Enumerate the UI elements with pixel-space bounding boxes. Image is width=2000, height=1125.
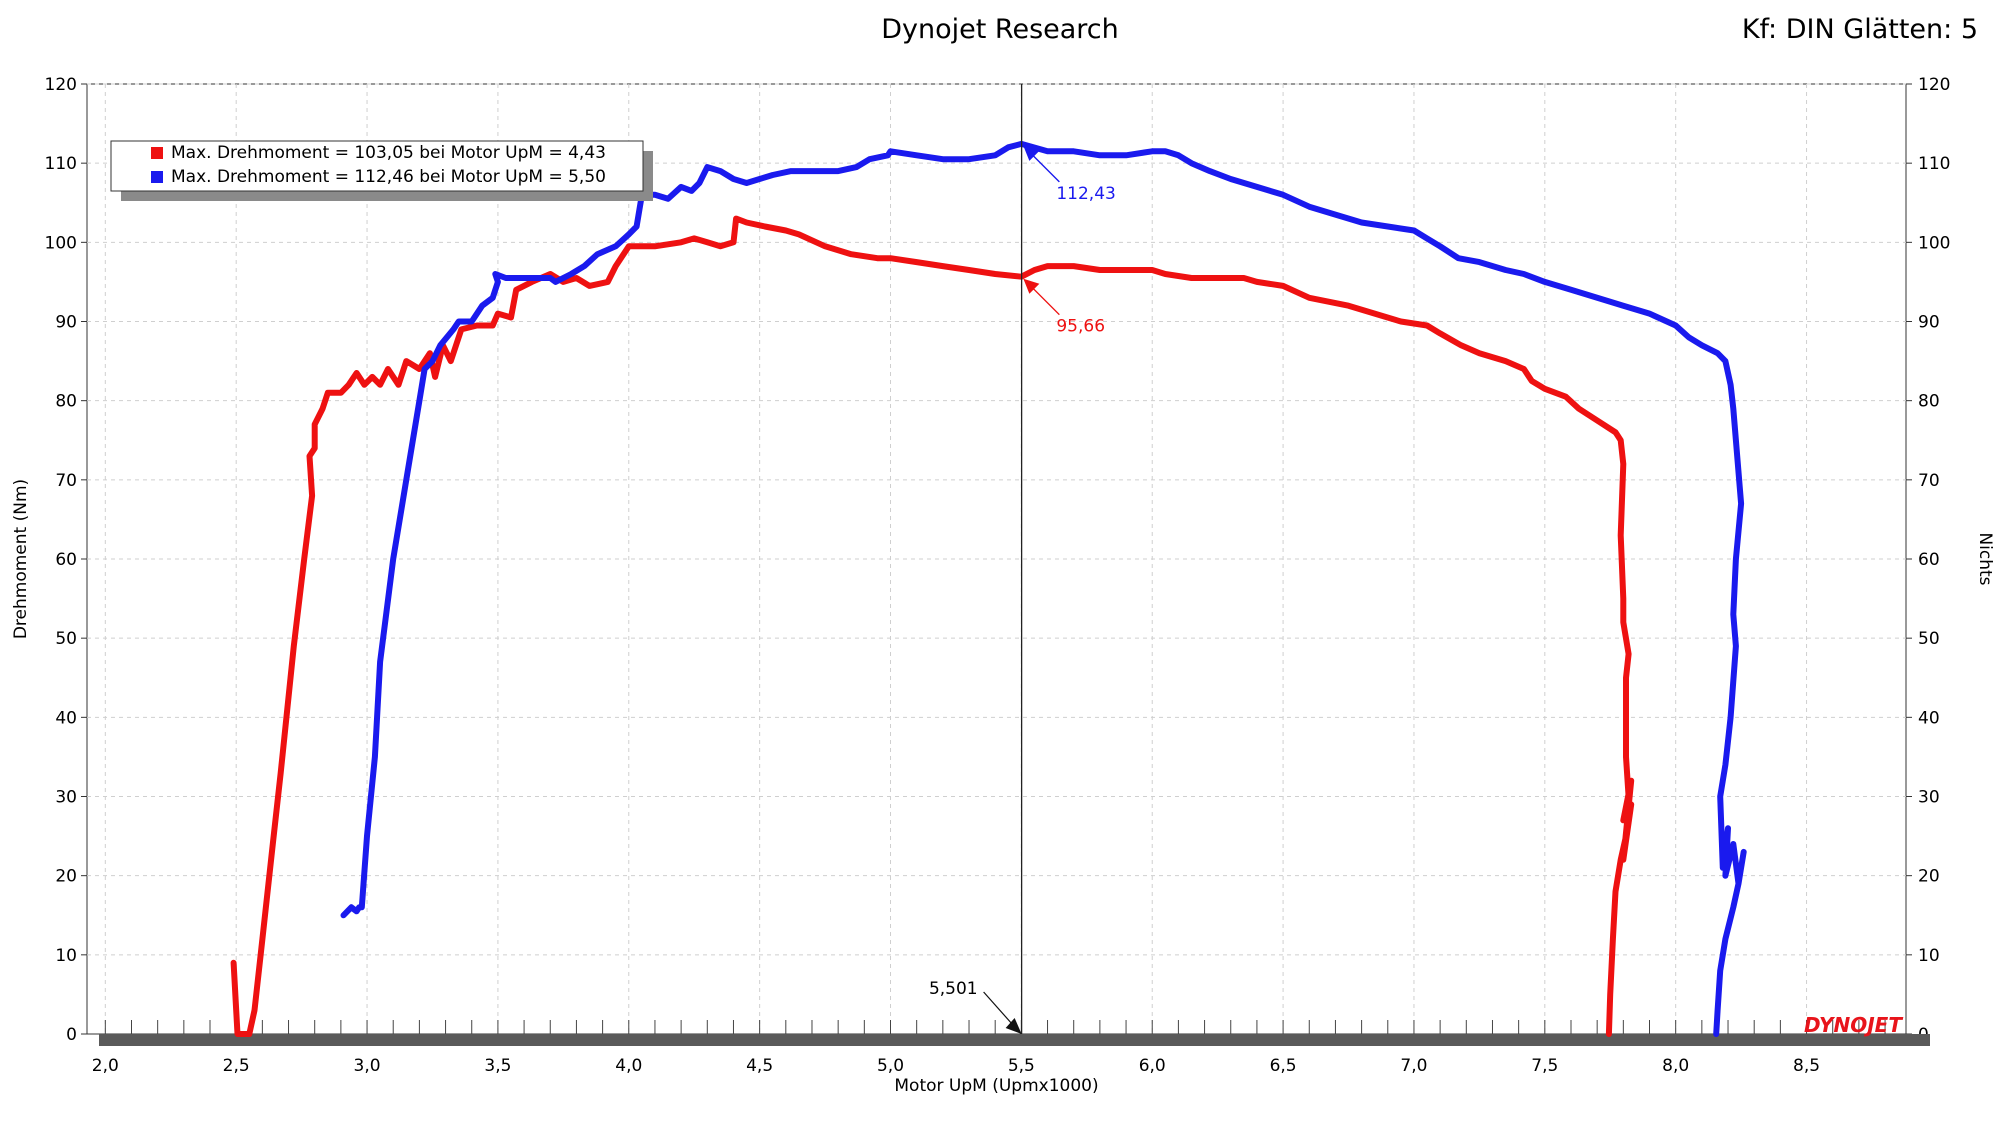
x-tick-label: 8,5 bbox=[1793, 1056, 1820, 1076]
axes: 0010102020303040405050606070708080909010… bbox=[45, 75, 1951, 1076]
dynojet-logo: DYNOJET bbox=[1804, 1013, 1903, 1037]
x-axis-band bbox=[99, 1034, 1930, 1046]
cursor-value-label: 5,501 bbox=[929, 979, 978, 999]
legend-entry: Max. Drehmoment = 112,46 bei Motor UpM =… bbox=[171, 167, 606, 187]
annotation-arrowhead bbox=[1023, 145, 1040, 161]
y2-tick-label: 80 bbox=[1918, 392, 1940, 412]
y-tick-label: 20 bbox=[55, 867, 77, 887]
x-tick-label: 2,0 bbox=[92, 1056, 119, 1076]
x-tick-label: 8,0 bbox=[1662, 1056, 1689, 1076]
x-tick-label: 4,5 bbox=[746, 1056, 773, 1076]
y-axis-label: Drehmoment (Nm) bbox=[11, 479, 31, 639]
y2-tick-label: 10 bbox=[1918, 946, 1940, 966]
x-tick-label: 3,5 bbox=[484, 1056, 511, 1076]
y2-tick-label: 120 bbox=[1918, 75, 1950, 95]
y-tick-label: 100 bbox=[45, 233, 77, 253]
y2-tick-label: 100 bbox=[1918, 233, 1950, 253]
x-tick-label: 5,0 bbox=[877, 1056, 904, 1076]
x-tick-label: 4,0 bbox=[615, 1056, 642, 1076]
y-tick-label: 120 bbox=[45, 75, 77, 95]
series-layer bbox=[230, 140, 1747, 1037]
y2-tick-label: 90 bbox=[1918, 313, 1940, 333]
annotation-layer: 5,501 112,43 95,66 bbox=[929, 84, 1116, 1034]
series-line-0 bbox=[230, 215, 1635, 1037]
annotation-label: 95,66 bbox=[1056, 317, 1105, 337]
x-tick-label: 2,5 bbox=[223, 1056, 250, 1076]
y-tick-label: 70 bbox=[55, 471, 77, 491]
correction-settings: Kf: DIN Glätten: 5 bbox=[1741, 14, 1978, 45]
y-tick-label: 60 bbox=[55, 550, 77, 570]
x-axis-label: Motor UpM (Upmx1000) bbox=[894, 1076, 1098, 1096]
y-tick-label: 0 bbox=[66, 1025, 77, 1045]
y-tick-label: 110 bbox=[45, 154, 77, 174]
legend-entry: Max. Drehmoment = 103,05 bei Motor UpM =… bbox=[171, 143, 606, 163]
x-tick-label: 3,0 bbox=[354, 1056, 381, 1076]
cursor-arrowhead bbox=[1005, 1018, 1022, 1034]
legend: Max. Drehmoment = 103,05 bei Motor UpM =… bbox=[110, 140, 653, 201]
series-line-1 bbox=[340, 140, 1747, 1037]
annotation-label: 112,43 bbox=[1056, 184, 1115, 204]
cursor-pointer bbox=[983, 991, 1017, 1029]
chart-title: Dynojet Research bbox=[881, 14, 1119, 45]
y-tick-label: 80 bbox=[55, 392, 77, 412]
y2-tick-label: 30 bbox=[1918, 788, 1940, 808]
y-tick-label: 10 bbox=[55, 946, 77, 966]
x-tick-label: 7,0 bbox=[1400, 1056, 1427, 1076]
y-tick-label: 90 bbox=[55, 313, 77, 333]
x-tick-label: 6,5 bbox=[1270, 1056, 1297, 1076]
annotation-arrowhead bbox=[1023, 278, 1040, 294]
y-tick-label: 40 bbox=[55, 708, 77, 728]
y2-tick-label: 60 bbox=[1918, 550, 1940, 570]
x-tick-label: 6,0 bbox=[1139, 1056, 1166, 1076]
legend-swatch bbox=[151, 171, 163, 183]
x-tick-label: 7,5 bbox=[1531, 1056, 1558, 1076]
y2-tick-label: 50 bbox=[1918, 629, 1940, 649]
y-tick-label: 50 bbox=[55, 629, 77, 649]
y2-tick-label: 20 bbox=[1918, 867, 1940, 887]
legend-swatch bbox=[151, 147, 163, 159]
legend-box bbox=[110, 140, 644, 192]
y2-tick-label: 110 bbox=[1918, 154, 1950, 174]
grid bbox=[87, 83, 1906, 1034]
y2-tick-label: 40 bbox=[1918, 708, 1940, 728]
y-tick-label: 30 bbox=[55, 788, 77, 808]
y2-tick-label: 70 bbox=[1918, 471, 1940, 491]
x-tick-label: 5,5 bbox=[1008, 1056, 1035, 1076]
y2-axis-label: Nichts bbox=[1975, 532, 1995, 585]
